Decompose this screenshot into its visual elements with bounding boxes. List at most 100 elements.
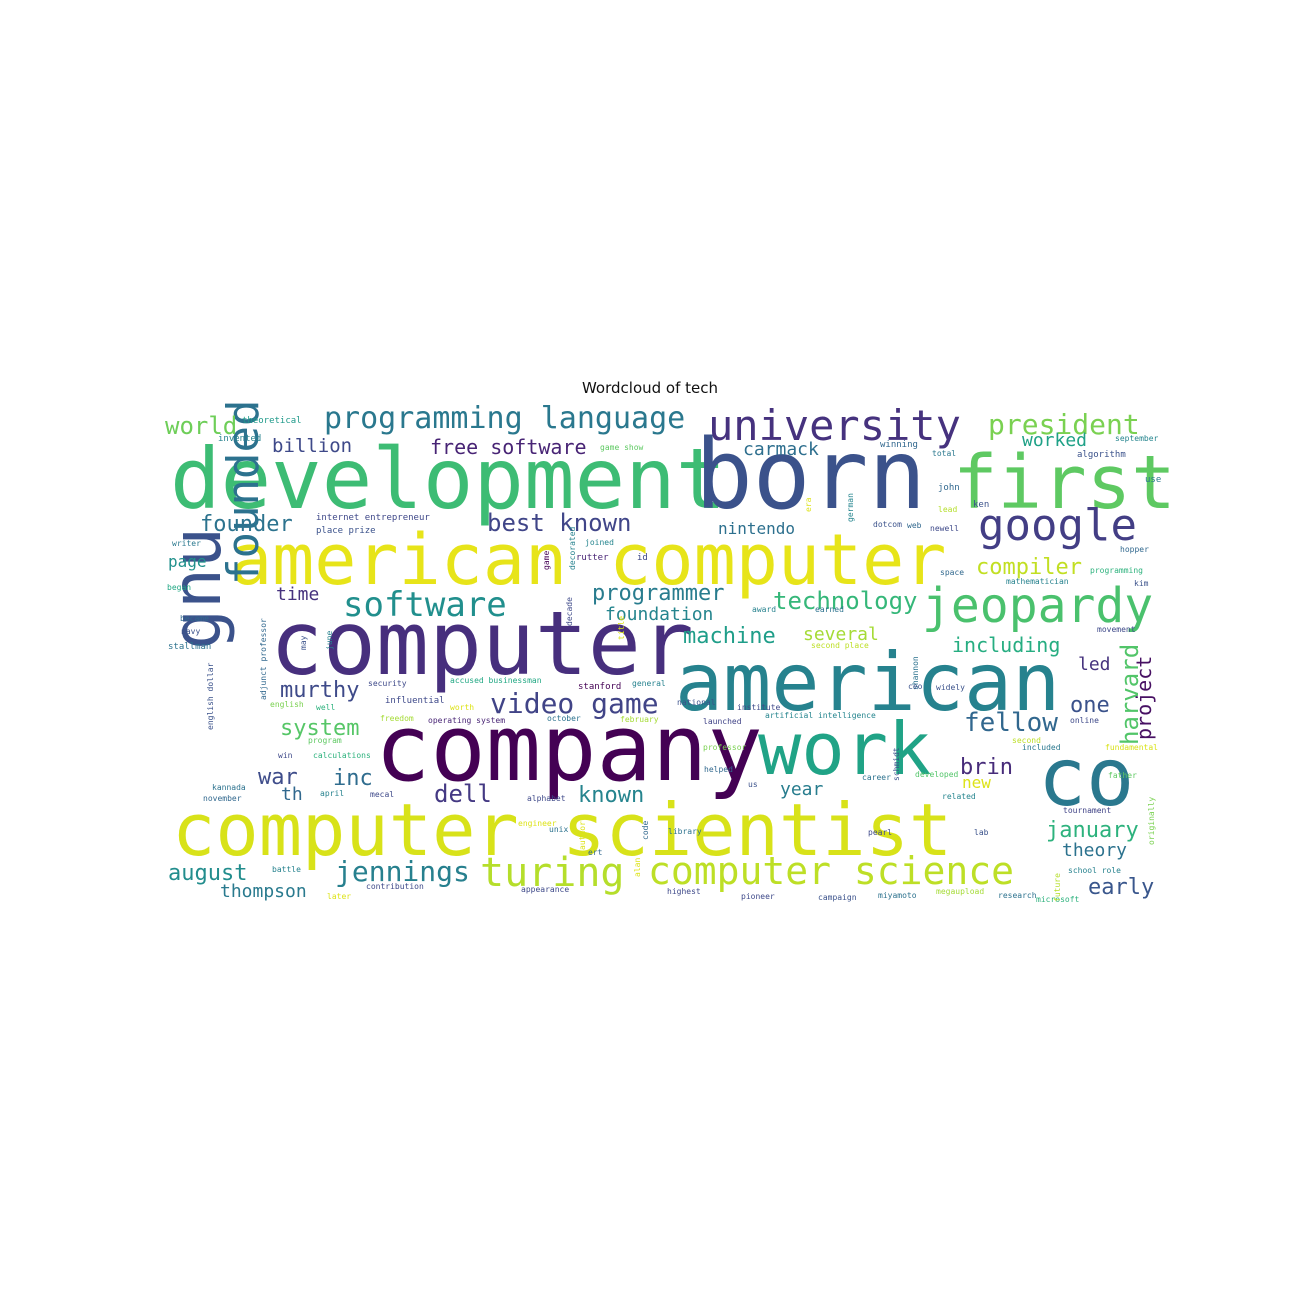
word-era: era [804, 497, 813, 512]
word-use: use [1145, 475, 1161, 485]
word-highest: highest [667, 887, 701, 896]
word-english-dollar: english dollar [206, 662, 215, 730]
word-decade: decade [565, 597, 574, 626]
word-web: web [907, 521, 922, 530]
word-pearl: pearl [868, 828, 892, 837]
word-total: total [932, 449, 956, 458]
word-library: library [668, 827, 702, 836]
word-game-show: game show [600, 443, 644, 452]
word-second-place: second place [811, 641, 869, 650]
word-mathematician: mathematician [1006, 577, 1069, 586]
word-freedom: freedom [380, 714, 414, 723]
word-became: became [180, 614, 209, 623]
word-founder: founder [200, 512, 293, 537]
word-jennings: jennings [335, 855, 470, 888]
word-ceo: ceo [908, 682, 923, 691]
word-began: began [167, 583, 191, 592]
word-career: career [862, 773, 891, 782]
word-security: security [368, 679, 407, 688]
word-system: system [280, 716, 359, 741]
word-shannon: shannon [911, 656, 920, 690]
word-programmer: programmer [592, 581, 724, 606]
word-operating-system: operating system [428, 716, 505, 725]
word-school-role: school role [1068, 866, 1121, 875]
word-foundation: foundation [605, 604, 713, 625]
word-adjunct-professor: adjunct professor [259, 618, 268, 700]
word-theoretical: theoretical [242, 416, 302, 426]
word-nintendo: nintendo [718, 519, 795, 538]
word-april: april [320, 789, 344, 798]
word-video-game: video game [490, 687, 659, 720]
word-mecal: mecal [370, 790, 394, 799]
word-early: early [1088, 875, 1154, 900]
word-technology: technology [773, 587, 918, 615]
word-world: world [165, 412, 237, 440]
word-compiler: compiler [976, 555, 1082, 580]
word-october: october [547, 714, 581, 723]
word-june: june [325, 631, 334, 650]
word-included: included [1022, 743, 1061, 752]
word-calculations: calculations [313, 751, 371, 760]
word-miyamoto: miyamoto [878, 891, 917, 900]
word-lead: lead [938, 505, 957, 514]
word-february: february [620, 715, 659, 724]
word-software: software [343, 585, 507, 625]
word-first: first [953, 440, 1176, 526]
word-contribution: contribution [366, 882, 424, 891]
word-internet-entrepreneur: internet entrepreneur [316, 513, 430, 523]
word-decorated: decorated [568, 526, 577, 570]
word-algorithm: algorithm [1077, 450, 1126, 460]
word-page: page [168, 552, 207, 571]
word-tournament: tournament [1063, 806, 1111, 815]
word-time: time [276, 584, 319, 605]
word-including: including [952, 633, 1060, 657]
word-helped: helped [704, 765, 733, 774]
word-kannada: kannada [212, 783, 246, 792]
word-jeopardy: jeopardy [922, 578, 1153, 634]
word-rutter: rutter [576, 553, 609, 563]
word-co: co [1038, 731, 1134, 824]
word-billion: billion [272, 435, 352, 457]
word-machine: machine [683, 624, 776, 649]
word-theory: theory [1062, 840, 1127, 861]
word-computer: computer [270, 592, 694, 695]
word-thompson: thompson [220, 881, 307, 902]
word-president: president [988, 408, 1140, 441]
word-game: game [542, 551, 551, 570]
word-free-software: free software [430, 435, 587, 459]
word-stanford: stanford [578, 682, 621, 692]
word-id: id [637, 553, 648, 563]
word-win: win [278, 751, 293, 760]
word-well: well [316, 703, 335, 712]
word-brin: brin [960, 755, 1013, 780]
word-father: father [1108, 771, 1137, 780]
word-battle: battle [272, 865, 301, 874]
word-earned: earned [815, 605, 844, 614]
word-dell: dell [434, 780, 492, 808]
word-accused-businessman: accused businessman [450, 676, 542, 685]
word-invented: invented [218, 434, 261, 444]
word-january: january [1046, 818, 1139, 843]
word-computer-scientist: computer scientist [172, 788, 952, 872]
word-several: several [803, 624, 879, 645]
word-award: award [752, 605, 776, 614]
word-program: program [308, 736, 342, 745]
word-german: german [846, 493, 855, 522]
word-worth: worth [450, 703, 474, 712]
word-work: work [758, 707, 931, 791]
chart-title: Wordcloud of tech [581, 379, 719, 397]
word-th: th [281, 784, 303, 805]
word-computer-science: computer science [648, 849, 1014, 893]
word-august: august [168, 861, 247, 886]
word-hopper: hopper [1120, 545, 1149, 554]
word-september: september [1115, 434, 1159, 443]
word-google: google [978, 500, 1137, 551]
word-schmidt: schmidt [892, 747, 901, 781]
word-alan: alan [633, 858, 642, 877]
word-pioneer: pioneer [741, 892, 775, 901]
word-general: general [632, 679, 666, 688]
word-harvard: harvard [1116, 644, 1144, 745]
word-ert: ert [588, 848, 603, 857]
word-american-computer: american computer [230, 519, 946, 601]
